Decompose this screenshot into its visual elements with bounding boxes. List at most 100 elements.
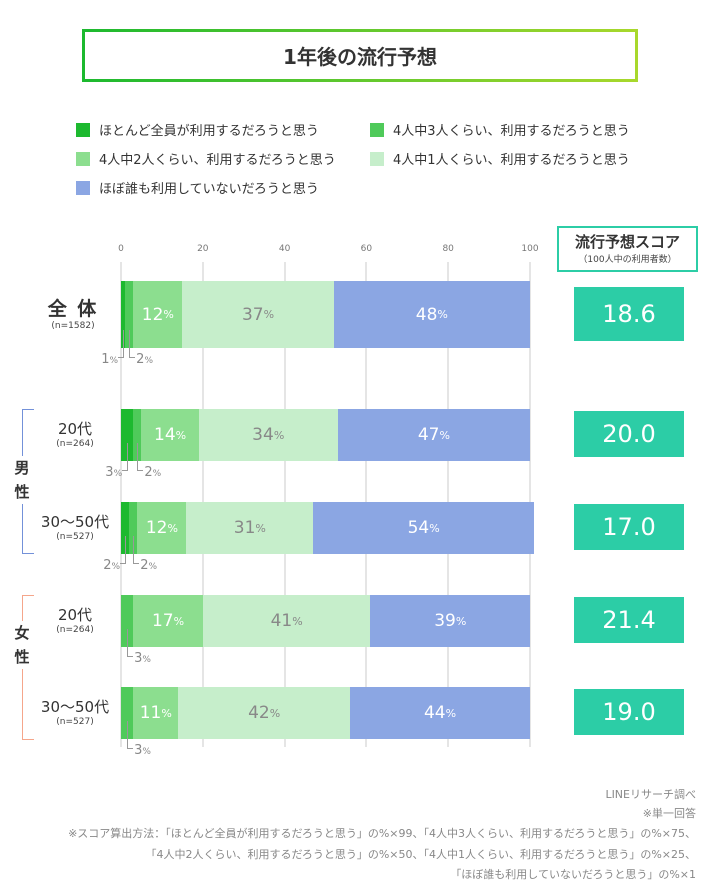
segment-value: 12 xyxy=(141,304,164,325)
footnote-line: ※単一回答 xyxy=(642,807,696,820)
row-name: 30〜50代 xyxy=(40,698,110,716)
callout-value: 2 xyxy=(140,558,149,573)
percent-sign: % xyxy=(144,356,154,366)
footnote-line: 「4人中2人くらい、利用するだろうと思う」の%×50、「4人中1人くらい、利用す… xyxy=(145,848,696,861)
segment-value: 54 xyxy=(407,518,430,538)
callout-line xyxy=(122,443,129,471)
callout-line xyxy=(127,629,134,657)
segment-value: 42 xyxy=(248,703,270,723)
percent-sign: % xyxy=(255,521,266,535)
callout-line xyxy=(137,443,144,471)
legend-swatch xyxy=(76,122,90,137)
bar-segment-2 xyxy=(121,595,134,647)
gender-char: 男 xyxy=(14,459,30,477)
callout-label: 2% xyxy=(140,558,157,573)
callout-value: 1 xyxy=(101,352,110,367)
legend-item: 4人中2人くらい、利用するだろうと思う xyxy=(76,149,336,168)
segment-value: 11 xyxy=(139,703,162,723)
callout-value: 2 xyxy=(103,558,112,573)
percent-sign: % xyxy=(163,308,174,321)
bar-segment-4: 37% xyxy=(182,281,334,348)
percent-sign: % xyxy=(142,655,151,665)
footnote-line: 「ほぼ誰も利用していないだろうと思う」の%×1 xyxy=(450,868,696,881)
legend-swatch xyxy=(370,151,384,166)
bar-segment-2 xyxy=(125,281,134,348)
stacked-bar: 11% 42% 44% xyxy=(121,687,530,739)
percent-sign: % xyxy=(445,706,457,720)
row-sample-size: (n=264) xyxy=(56,625,94,635)
segment-value: 41 xyxy=(270,611,293,631)
legend-swatch xyxy=(370,122,384,137)
x-tick-label: 100 xyxy=(521,244,539,254)
score-value: 18.6 xyxy=(574,287,684,341)
row-sample-size: (n=264) xyxy=(56,439,94,449)
percent-sign: % xyxy=(161,706,172,720)
score-header: 流行予想スコア （100人中の利用者数） xyxy=(557,226,698,272)
segment-value: 31 xyxy=(233,518,256,538)
segment-value: 39 xyxy=(434,611,456,631)
percent-sign: % xyxy=(429,521,440,535)
bar-segment-3: 11% xyxy=(133,687,179,739)
legend-item: 4人中3人くらい、利用するだろうと思う xyxy=(370,120,630,139)
segment-value: 44 xyxy=(423,703,446,723)
row-name: 20代 xyxy=(57,606,93,624)
gender-char: 性 xyxy=(14,483,30,501)
x-tick-label: 0 xyxy=(118,244,124,254)
percent-sign: % xyxy=(148,562,158,572)
percent-sign: % xyxy=(152,469,162,479)
row-label: 20代 (n=264) xyxy=(20,604,130,635)
row-name: 30〜50代 xyxy=(40,513,110,531)
legend-label: 4人中2人くらい、利用するだろうと思う xyxy=(99,153,336,168)
row-label: 30〜50代 (n=527) xyxy=(20,511,130,542)
percent-sign: % xyxy=(109,356,119,366)
chart-title: 1年後の流行予想 xyxy=(82,29,638,82)
x-tick-label: 80 xyxy=(442,244,454,254)
segment-value: 12 xyxy=(145,518,168,538)
bar-segment-2 xyxy=(133,409,142,461)
callout-line xyxy=(127,721,134,749)
callout-label: 3% xyxy=(134,743,151,758)
segment-value: 47 xyxy=(417,425,440,445)
percent-sign: % xyxy=(269,706,281,720)
bar-segment-4: 42% xyxy=(178,687,351,739)
callout-value: 3 xyxy=(105,465,114,480)
legend-label: 4人中1人くらい、利用するだろうと思う xyxy=(393,153,630,168)
bar-segment-5: 47% xyxy=(337,409,530,461)
stacked-bar: 14% 34% 47% xyxy=(121,409,530,461)
percent-sign: % xyxy=(437,308,448,321)
score-value: 20.0 xyxy=(574,411,684,457)
footnote-line: ※スコア算出方法：「ほとんど全員が利用するだろうと思う」の%×99、「4人中3人… xyxy=(68,827,696,840)
bar-segment-3: 17% xyxy=(133,595,203,647)
stacked-bar: 12% 31% 54% xyxy=(121,502,535,554)
x-tick-label: 20 xyxy=(197,244,209,254)
percent-sign: % xyxy=(142,747,151,757)
callout-value: 3 xyxy=(134,743,143,758)
bar-segment-5: 39% xyxy=(370,595,530,647)
title-text: 1年後の流行予想 xyxy=(283,45,437,69)
bar-segment-5: 44% xyxy=(350,687,530,739)
percent-sign: % xyxy=(175,428,187,442)
segment-value: 48 xyxy=(415,304,438,325)
percent-sign: % xyxy=(113,469,123,479)
row-sample-size: (n=1582) xyxy=(51,320,95,331)
callout-label: 3% xyxy=(134,651,151,666)
segment-value: 17 xyxy=(151,611,174,631)
gender-char: 性 xyxy=(14,648,30,666)
callout-label: 2% xyxy=(136,352,153,367)
percent-sign: % xyxy=(292,614,303,628)
footnote-line: LINEリサーチ調べ xyxy=(605,788,696,801)
x-tick-label: 60 xyxy=(360,244,373,254)
bar-segment-1 xyxy=(121,409,134,461)
stacked-bar: 12% 37% 48% xyxy=(121,281,530,348)
callout-label: 1% xyxy=(94,352,118,367)
callout-line xyxy=(120,536,127,564)
gender-char: 女 xyxy=(14,624,30,642)
legend-swatch xyxy=(76,180,90,195)
callout-value: 2 xyxy=(144,465,153,480)
percent-sign: % xyxy=(439,428,450,442)
legend-label: ほぼ誰も利用していないだろうと思う xyxy=(99,182,319,197)
legend-item: 4人中1人くらい、利用するだろうと思う xyxy=(370,149,630,168)
legend-swatch xyxy=(76,151,90,166)
callout-label: 2% xyxy=(96,558,120,573)
row-name: 20代 xyxy=(57,420,93,438)
